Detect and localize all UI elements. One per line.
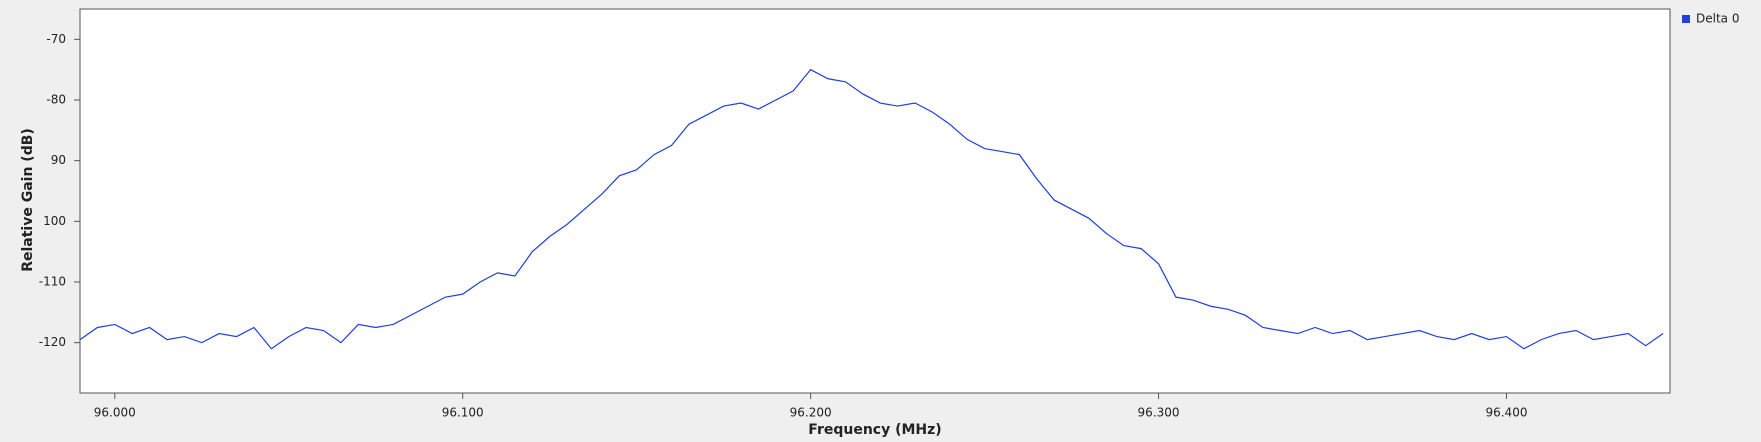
legend-label: Delta 0 <box>1696 12 1739 26</box>
x-tick-label: 96.200 <box>790 406 832 420</box>
x-tick-label: 96.300 <box>1138 406 1180 420</box>
x-tick-label: 96.100 <box>442 406 484 420</box>
x-axis-title: Frequency (MHz) <box>808 422 941 438</box>
series-line <box>79 68 1664 350</box>
x-tick-label: 96.400 <box>1485 406 1527 420</box>
y-tick-label: 100 <box>43 214 66 228</box>
x-tick-label: 96.000 <box>94 406 136 420</box>
y-tick-label: 90 <box>51 153 66 167</box>
plot-area <box>79 8 1671 394</box>
legend-swatch <box>1682 15 1690 23</box>
y-tick-label: -110 <box>39 274 66 288</box>
y-tick-label: -120 <box>39 335 66 349</box>
y-axis-title: Relative Gain (dB) <box>20 128 36 272</box>
y-tick-label: -80 <box>46 92 66 106</box>
y-tick-label: -70 <box>46 32 66 46</box>
